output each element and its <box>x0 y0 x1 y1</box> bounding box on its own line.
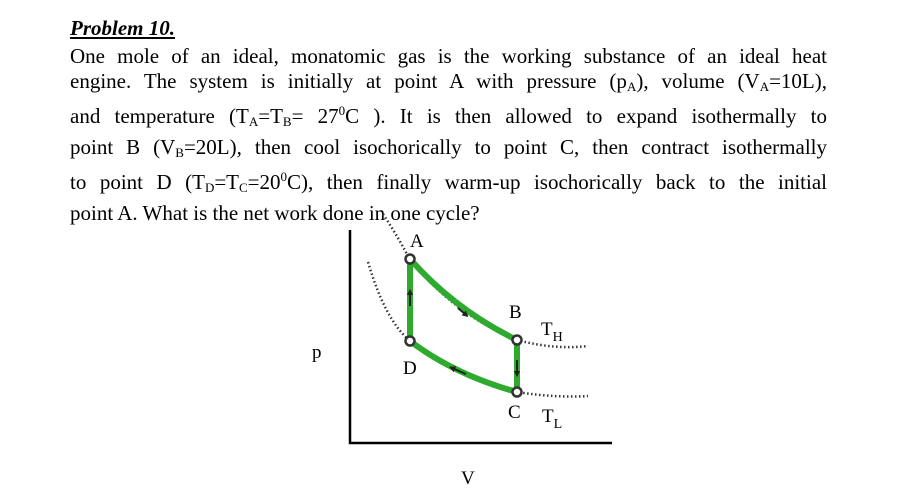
axes <box>348 230 612 445</box>
text: =T <box>258 104 283 129</box>
arrow <box>449 366 467 375</box>
point-label: B <box>509 302 522 323</box>
point <box>404 335 416 347</box>
subscript: A <box>248 114 259 130</box>
text-line: One mole of an ideal, monatomic gas is t… <box>70 44 827 69</box>
point-label: C <box>508 402 521 423</box>
text: engine. The system is initially at point… <box>70 68 627 93</box>
point <box>511 386 523 398</box>
text: point A. What is the net work done in on… <box>70 200 480 225</box>
text: One mole of an ideal, monatomic gas is t… <box>70 44 827 68</box>
text: =10L), <box>769 68 827 93</box>
isotherm-label: TL <box>542 406 562 432</box>
text: =20 <box>247 170 281 195</box>
text: point B (V <box>70 134 176 159</box>
text: ), volume (V <box>636 68 760 93</box>
isotherm-symbol: T <box>541 319 553 340</box>
isotherm-label: TH <box>541 319 563 345</box>
text-line: point B (VB=20L), then cool isochoricall… <box>70 135 827 166</box>
subscript: A <box>759 78 770 94</box>
subscript: D <box>204 180 215 196</box>
text-line: to point D (TD=TC=200C), then finally wa… <box>70 165 827 201</box>
point <box>404 253 416 265</box>
text: C), then finally warm-up isochorically b… <box>287 170 827 195</box>
text: C ). It is then allowed to expand isothe… <box>345 104 828 129</box>
text-line: and temperature (TA=TB= 270C ). It is th… <box>70 99 827 135</box>
point-label: A <box>410 231 424 252</box>
superscript: 0 <box>280 169 288 185</box>
text: = 27 <box>291 104 339 129</box>
text-line: engine. The system is initially at point… <box>70 69 827 100</box>
isotherm-low <box>366 261 589 398</box>
point-label: D <box>403 358 417 379</box>
y-axis-label: p <box>312 342 322 363</box>
isotherm-symbol: T <box>542 406 554 427</box>
process-ab <box>407 257 519 343</box>
subscript: B <box>175 144 184 160</box>
subscript: B <box>282 114 292 130</box>
problem-title: Problem 10. <box>70 16 175 40</box>
x-axis-label: V <box>461 468 475 489</box>
subscript: A <box>626 78 637 94</box>
isotherm-subscript: H <box>553 330 563 345</box>
text-line: point A. What is the net work done in on… <box>70 201 827 226</box>
text: =T <box>214 170 239 195</box>
text: and temperature (T <box>70 104 249 129</box>
text: to point D (T <box>70 170 205 195</box>
problem-text: One mole of an ideal, monatomic gas is t… <box>70 44 827 226</box>
isotherm-subscript: L <box>554 417 563 432</box>
subscript: C <box>239 180 248 196</box>
process-cd <box>408 338 518 395</box>
text: =20L), then cool isochorically to point … <box>183 134 827 159</box>
arrow <box>457 307 469 318</box>
superscript: 0 <box>338 103 346 119</box>
point <box>511 334 523 346</box>
